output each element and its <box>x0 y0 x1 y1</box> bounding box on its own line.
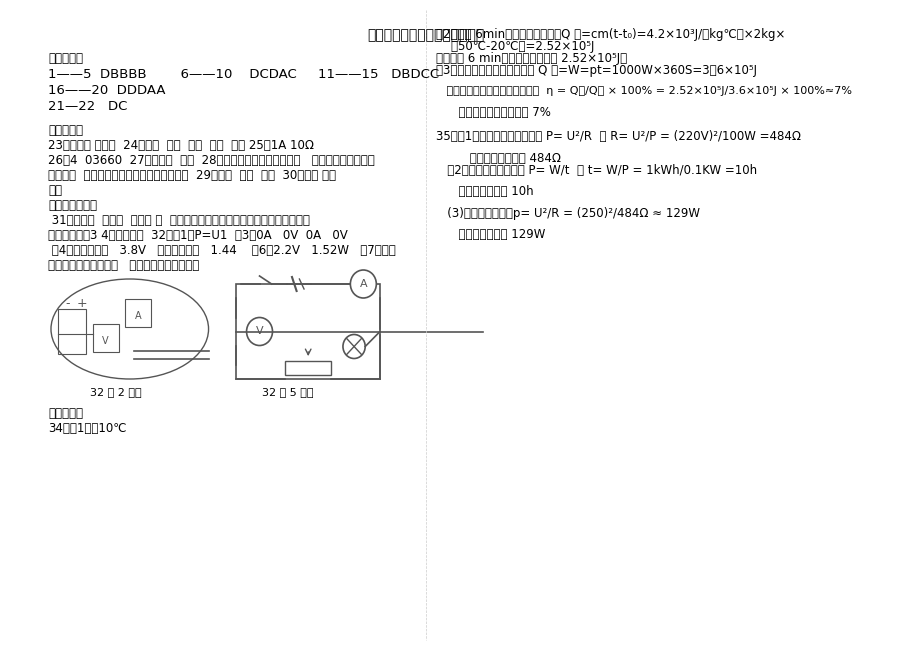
Text: A: A <box>135 311 142 321</box>
Text: 1——5  DBBBB        6——10    DCDAC     11——15   DBDCC: 1——5 DBBBB 6——10 DCDAC 11——15 DBDCC <box>48 68 439 81</box>
Text: 四、计算题: 四、计算题 <box>48 407 83 420</box>
Text: 26、4  03660  27、热传递  做功  28、物体是由大量分子构成的   分子永不停息地做无: 26、4 03660 27、热传递 做功 28、物体是由大量分子构成的 分子永不… <box>48 154 375 167</box>
Circle shape <box>350 270 376 298</box>
Text: V: V <box>255 326 263 337</box>
Bar <box>125 299 151 327</box>
Text: 热量: 热量 <box>48 184 62 197</box>
Text: 二、填空题: 二、填空题 <box>48 124 83 137</box>
Text: 表的正负接线柱接反了   电流表的量程选择过小: 表的正负接线柱接反了 电流表的量程选择过小 <box>48 259 199 272</box>
Bar <box>58 309 86 354</box>
Text: 答：灯丝的电阻是 484Ω: 答：灯丝的电阻是 484Ω <box>436 151 560 164</box>
Text: V: V <box>102 336 108 346</box>
Circle shape <box>343 335 365 359</box>
Text: （2）、耗电时间为：由 P= W/t  得 t= W/P = 1kWh/0.1KW =10h: （2）、耗电时间为：由 P= W/t 得 t= W/P = 1kWh/0.1KW… <box>436 164 756 177</box>
Text: A: A <box>359 279 367 289</box>
Text: 31、初温、  相同、  温度计 、  质量不同的相同物质，升高相同的温度，吸收: 31、初温、 相同、 温度计 、 质量不同的相同物质，升高相同的温度，吸收 <box>48 214 310 227</box>
Circle shape <box>246 317 272 346</box>
Text: 21—22   DC: 21—22 DC <box>48 100 128 113</box>
Text: (3)、实际功率为：p= U²/R = (250)²/484Ω ≈ 129W: (3)、实际功率为：p= U²/R = (250)²/484Ω ≈ 129W <box>436 207 698 220</box>
Text: 三、实验与探究: 三、实验与探究 <box>48 199 97 212</box>
Text: 答：实际功率为 129W: 答：实际功率为 129W <box>436 228 544 241</box>
Text: 该热水器正常工作时的效率是：  η = Q吸/Q放 × 100% = 2.52×10⁵J/3.6×10⁵J × 100%≈7%: 该热水器正常工作时的效率是： η = Q吸/Q放 × 100% = 2.52×1… <box>436 86 851 96</box>
Text: 九年级物理上册期末测试题答案: 九年级物理上册期末测试题答案 <box>368 28 484 42</box>
Text: 16——20  DDDAA: 16——20 DDDAA <box>48 84 165 97</box>
Bar <box>93 324 119 352</box>
Text: 答：加热 6 min，水吸收的热量是 2.52×10⁵J。: 答：加热 6 min，水吸收的热量是 2.52×10⁵J。 <box>436 52 626 65</box>
Text: +: + <box>77 297 87 310</box>
Text: 一、填空题: 一、填空题 <box>48 52 83 65</box>
Text: 32 题 5 小题: 32 题 5 小题 <box>262 387 313 397</box>
Text: （4）滑动变阻器   3.8V   电路中的电流   1.44    （6）2.2V   1.52W   （7）电流: （4）滑动变阻器 3.8V 电路中的电流 1.44 （6）2.2V 1.52W … <box>48 244 395 257</box>
Text: （2）加热 6min，水吸收的热量：Q 吸=cm(t-t₀)=4.2×10³J/（kg℃）×2kg×: （2）加热 6min，水吸收的热量：Q 吸=cm(t-t₀)=4.2×10³J/… <box>436 28 784 41</box>
Text: 答：电热水器的效率是 7%: 答：电热水器的效率是 7% <box>436 107 550 120</box>
Text: 规则运动  分子间存在相互作用的引力和斥力  29、增加  减小  焦耳  30、温度 内能: 规则运动 分子间存在相互作用的引力和斥力 29、增加 减小 焦耳 30、温度 内… <box>48 169 335 182</box>
Text: 答：耗电时间为 10h: 答：耗电时间为 10h <box>436 185 533 198</box>
Text: 35、（1）、灯丝的电阻为：由 P= U²/R  得 R= U²/P = (220V)²/100W =484Ω: 35、（1）、灯丝的电阻为：由 P= U²/R 得 R= U²/P = (220… <box>436 130 800 143</box>
Text: 32 题 2 小题: 32 题 2 小题 <box>90 387 142 397</box>
Bar <box>285 361 331 375</box>
Text: 的热量不同、3 4、物质种类  32、（1）P=U1  （3）0A   0V  0A   0V: 的热量不同、3 4、物质种类 32、（1）P=U1 （3）0A 0V 0A 0V <box>48 229 347 242</box>
Text: （3）、电热水器放出的热量为 Q 放=W=pt=1000W×360S=3．6×10⁵J: （3）、电热水器放出的热量为 Q 放=W=pt=1000W×360S=3．6×1… <box>436 64 755 77</box>
Text: 23、正电荷 负电荷  24、四节  串联  变小  变大  变小 25、1A 10Ω: 23、正电荷 负电荷 24、四节 串联 变小 变大 变小 25、1A 10Ω <box>48 139 314 152</box>
Text: 34、（1）、10℃: 34、（1）、10℃ <box>48 422 127 435</box>
Text: （50℃-20℃）=2.52×10⁵J: （50℃-20℃）=2.52×10⁵J <box>436 40 594 53</box>
Bar <box>236 284 380 379</box>
Text: -: - <box>65 297 69 310</box>
